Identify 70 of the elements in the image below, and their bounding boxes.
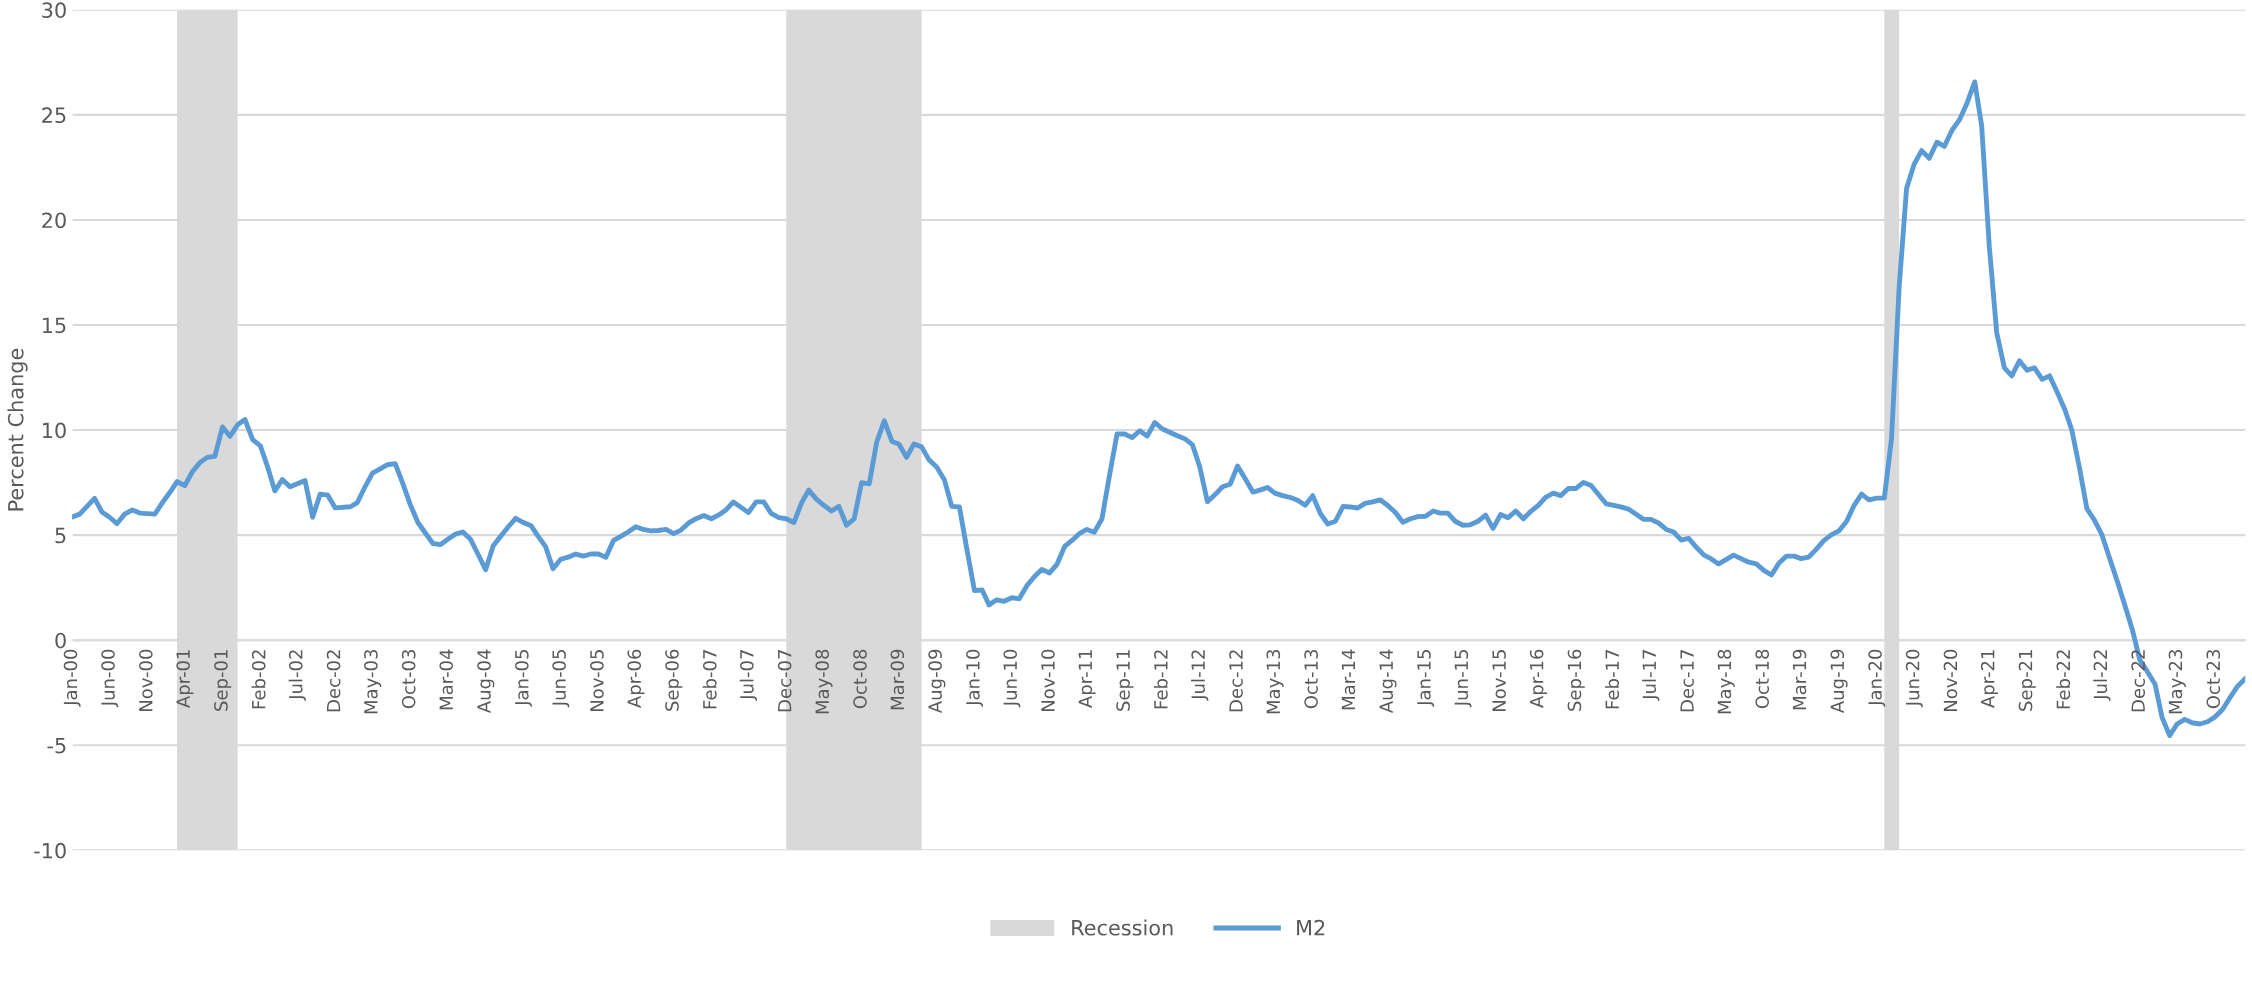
y-tick-label: 30 [42, 2, 66, 19]
x-tick-label: Sep-16 [1567, 649, 1585, 711]
x-tick-label: Mar-09 [890, 649, 905, 710]
x-tick-label: Dec-22 [2131, 650, 2145, 712]
x-tick-label: Aug-19 [1830, 649, 1848, 714]
x-tick-label: Jul-22 [2093, 650, 2111, 701]
y-tick-label: 20 [42, 212, 66, 229]
x-tick-label: Aug-04 [477, 649, 495, 714]
x-tick-label: Nov-05 [590, 650, 604, 711]
x-tick-label: Dec-12 [1229, 650, 1243, 712]
x-tick-label: Nov-00 [138, 649, 153, 711]
x-tick-label: Nov-15 [1492, 650, 1506, 711]
x-tick-label: Sep-06 [665, 649, 683, 711]
y-tick-label: 15 [42, 317, 66, 334]
x-tick-label: Apr-16 [1529, 649, 1547, 708]
y-tick-label: -5 [47, 737, 66, 754]
x-tick-label: May-23 [2168, 649, 2186, 714]
y-tick-label: 0 [55, 632, 66, 649]
x-tick-label: Apr-21 [1980, 650, 1999, 708]
x-tick-label: Jan-05 [514, 650, 532, 707]
x-tick-label: Sep-21 [2018, 650, 2036, 711]
y-tick-label: 5 [55, 527, 66, 544]
y-tick-label: -10 [34, 842, 66, 859]
x-tick-label: Feb-07 [702, 650, 717, 709]
legend-label: Recession [1072, 919, 1173, 936]
x-tick-label: Feb-22 [2056, 650, 2071, 709]
x-tick-label: Jul-02 [288, 650, 306, 701]
x-tick-label: Jun-20 [1905, 649, 1923, 708]
x-tick-label: Oct-23 [2206, 649, 2221, 709]
x-tick-label: Jan-15 [1417, 650, 1435, 707]
x-tick-label: Jun-05 [552, 650, 570, 708]
x-tick-label: Jun-15 [1454, 650, 1472, 708]
x-tick-label: Apr-01 [176, 650, 194, 708]
x-tick-label: May-08 [815, 649, 833, 714]
x-tick-label: Jul-12 [1191, 650, 1209, 701]
legend-label: M2 [1297, 919, 1325, 936]
x-tick-label: Mar-04 [439, 649, 454, 710]
x-tick-label: Aug-09 [928, 649, 946, 714]
y-axis-title: Percent Change [7, 348, 28, 511]
x-tick-label: Sep-11 [1116, 650, 1134, 711]
x-tick-label: Jul-17 [1642, 650, 1660, 701]
x-tick-label: Feb-17 [1605, 650, 1620, 709]
x-tick-label: Oct-03 [401, 649, 416, 709]
x-tick-label: Oct-08 [853, 649, 867, 709]
x-tick-label: Jan-20 [1868, 649, 1886, 707]
x-tick-label: May-18 [1717, 649, 1735, 714]
x-tick-label: Feb-12 [1153, 650, 1168, 709]
x-tick-label: Nov-20 [1943, 649, 1958, 711]
x-tick-label: Apr-11 [1078, 650, 1096, 708]
x-tick-label: Jan-00 [63, 649, 81, 707]
x-tick-label: Jul-07 [739, 650, 758, 701]
x-tick-label: Jun-10 [1003, 649, 1021, 708]
x-tick-label: Jan-10 [966, 649, 984, 707]
y-tick-label: 25 [42, 107, 66, 124]
x-tick-label: Oct-13 [1304, 649, 1318, 709]
x-tick-label: Aug-14 [1379, 649, 1397, 714]
x-tick-label: Dec-07 [777, 650, 792, 712]
x-tick-label: Sep-01 [214, 650, 232, 711]
x-tick-label: May-03 [364, 649, 382, 714]
x-tick-label: Jun-00 [101, 649, 119, 708]
x-tick-label: Mar-19 [1792, 649, 1807, 710]
x-tick-label: Dec-02 [326, 650, 341, 712]
x-tick-label: Apr-06 [627, 649, 645, 708]
x-tick-label: May-13 [1266, 649, 1284, 714]
x-tick-label: Mar-14 [1341, 649, 1356, 710]
x-tick-label: Oct-18 [1755, 649, 1770, 709]
x-tick-label: Dec-17 [1680, 650, 1694, 712]
x-tick-label: Feb-02 [251, 650, 266, 709]
x-tick-label: Nov-10 [1041, 649, 1055, 711]
y-tick-label: 10 [42, 422, 66, 439]
